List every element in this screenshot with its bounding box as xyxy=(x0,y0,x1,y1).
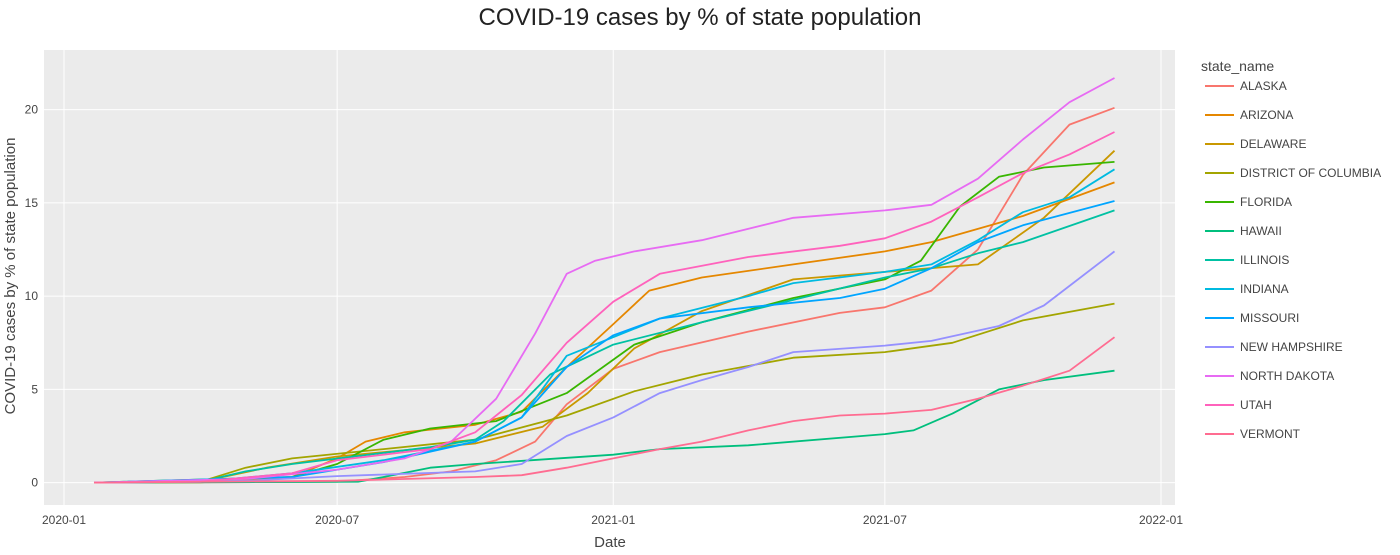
legend-label: VERMONT xyxy=(1240,427,1301,441)
legend-label: ALASKA xyxy=(1240,79,1287,93)
series-line-hawaii[interactable] xyxy=(93,369,1115,484)
x-tick-label: 2020-01 xyxy=(42,513,86,527)
legend-label: HAWAII xyxy=(1240,224,1282,238)
x-tick-label: 2022-01 xyxy=(1139,513,1183,527)
legend-label: DISTRICT OF COLUMBIA xyxy=(1240,166,1381,180)
legend-label: UTAH xyxy=(1240,398,1272,412)
legend-label: NEW HAMPSHIRE xyxy=(1240,340,1343,354)
series-line-illinois[interactable] xyxy=(93,209,1115,484)
legend: state_name ALASKA ARIZONA DELAWARE DISTRICT… xyxy=(1201,58,1381,441)
legend-item-florida[interactable]: FLORIDA xyxy=(1205,195,1292,209)
legend-title: state_name xyxy=(1201,58,1274,74)
legend-item-indiana[interactable]: INDIANA xyxy=(1205,282,1289,296)
series-line-district-of-columbia[interactable] xyxy=(93,302,1115,484)
legend-item-missouri[interactable]: MISSOURI xyxy=(1205,311,1299,325)
y-tick-label: 20 xyxy=(25,103,39,117)
legend-item-hawaii[interactable]: HAWAII xyxy=(1205,224,1282,238)
legend-item-arizona[interactable]: ARIZONA xyxy=(1205,108,1293,122)
legend-label: FLORIDA xyxy=(1240,195,1292,209)
plot-area xyxy=(44,50,1175,505)
legend-item-north-dakota[interactable]: NORTH DAKOTA xyxy=(1205,369,1334,383)
legend-label: NORTH DAKOTA xyxy=(1240,369,1334,383)
y-tick-label: 10 xyxy=(25,289,39,303)
chart-title: COVID-19 cases by % of state population xyxy=(479,4,922,31)
y-tick-label: 5 xyxy=(31,382,38,396)
series-layer xyxy=(93,77,1116,484)
series-line-vermont[interactable] xyxy=(93,336,1116,484)
y-axis-title: COVID-19 cases by % of state population xyxy=(2,138,19,415)
legend-label: ILLINOIS xyxy=(1240,253,1289,267)
series-line-north-dakota[interactable] xyxy=(93,77,1115,484)
legend-item-vermont[interactable]: VERMONT xyxy=(1205,427,1301,441)
legend-label: ARIZONA xyxy=(1240,108,1293,122)
tick-layer: 0 5 10 15 20 2020-01 2020-07 2021-01 2021-07 2022… xyxy=(25,103,1184,527)
x-axis-title: Date xyxy=(594,534,626,550)
legend-item-district-of-columbia[interactable]: DISTRICT OF COLUMBIA xyxy=(1205,166,1381,180)
legend-item-alaska[interactable]: ALASKA xyxy=(1205,79,1287,93)
series-line-alaska[interactable] xyxy=(93,106,1115,484)
legend-item-delaware[interactable]: DELAWARE xyxy=(1205,137,1306,151)
grid-layer xyxy=(44,50,1175,505)
series-line-utah[interactable] xyxy=(93,131,1115,484)
x-tick-label: 2020-07 xyxy=(315,513,359,527)
legend-item-new-hampshire[interactable]: NEW HAMPSHIRE xyxy=(1205,340,1343,354)
legend-item-illinois[interactable]: ILLINOIS xyxy=(1205,253,1289,267)
y-tick-label: 0 xyxy=(31,476,38,490)
legend-label: DELAWARE xyxy=(1240,137,1306,151)
x-tick-label: 2021-01 xyxy=(591,513,635,527)
y-tick-label: 15 xyxy=(25,196,39,210)
x-tick-label: 2021-07 xyxy=(863,513,907,527)
legend-label: INDIANA xyxy=(1240,282,1289,296)
legend-items: ALASKA ARIZONA DELAWARE DISTRICT OF COLUMBI… xyxy=(1205,79,1381,441)
legend-item-utah[interactable]: UTAH xyxy=(1205,398,1272,412)
legend-label: MISSOURI xyxy=(1240,311,1299,325)
series-line-new-hampshire[interactable] xyxy=(93,250,1116,484)
series-line-florida[interactable] xyxy=(93,161,1115,484)
